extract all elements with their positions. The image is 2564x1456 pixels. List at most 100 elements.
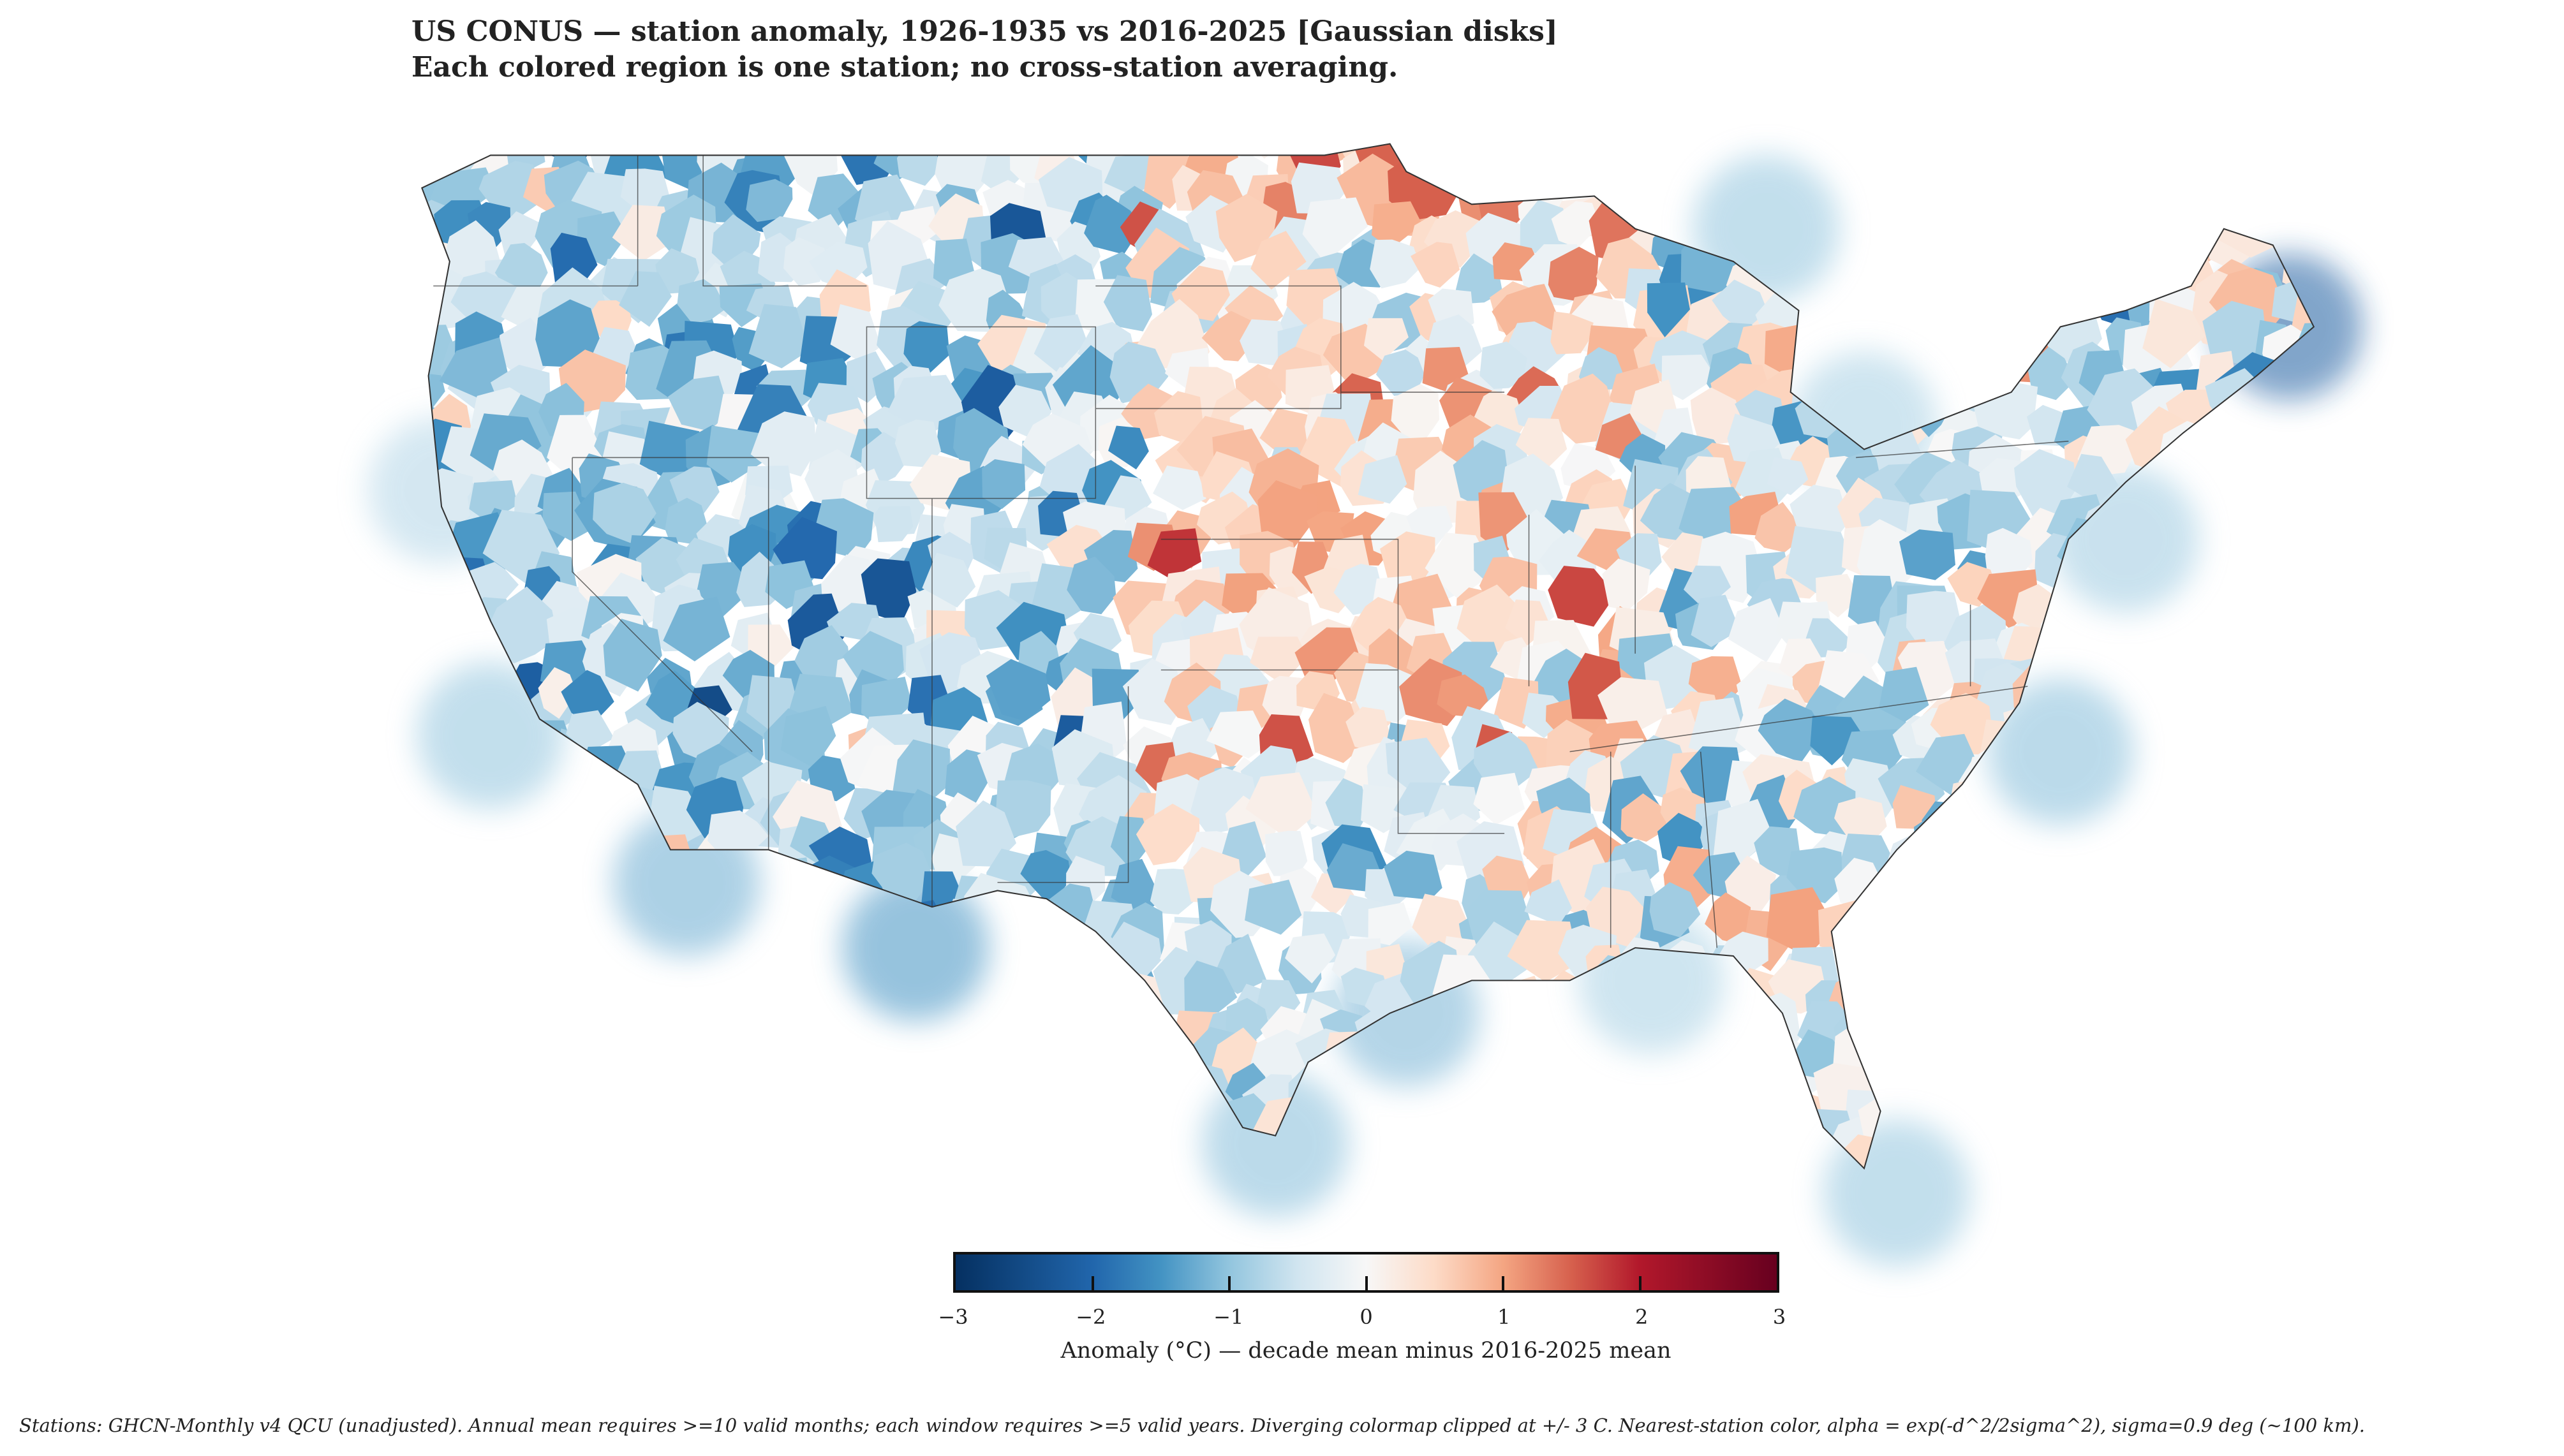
station-cell	[729, 1006, 787, 1056]
state-border	[572, 457, 769, 850]
station-cell	[469, 955, 519, 1020]
station-cell	[607, 971, 676, 1040]
station-cell	[1286, 268, 1345, 333]
station-cell	[923, 1023, 979, 1077]
station-cell	[1990, 1058, 2055, 1128]
station-cell	[2265, 763, 2313, 804]
station-cell	[2260, 530, 2314, 583]
station-cell	[556, 1151, 612, 1169]
station-cell	[902, 1070, 967, 1140]
station-cell	[744, 923, 818, 1002]
state-border	[572, 457, 753, 753]
station-cell	[422, 950, 452, 1012]
station-cell	[2070, 151, 2122, 203]
station-cell	[1949, 143, 2006, 187]
station-cell	[1702, 1047, 1754, 1108]
station-cell	[760, 1098, 819, 1169]
station-cell	[2214, 143, 2270, 164]
station-cell	[1474, 732, 1539, 791]
station-cell	[2092, 1140, 2165, 1169]
station-cell	[2194, 483, 2245, 548]
station-cell	[441, 1011, 485, 1048]
station-cell	[512, 1112, 567, 1169]
station-cell	[2189, 1106, 2239, 1151]
station-cell	[512, 962, 579, 1026]
station-cell	[1510, 1159, 1564, 1169]
station-cell	[1913, 1015, 1965, 1061]
station-cell	[1985, 281, 2045, 339]
station-cell	[1910, 925, 1964, 987]
station-cell	[2010, 143, 2082, 191]
station-cell	[427, 1019, 503, 1092]
station-cell	[1122, 658, 1183, 725]
station-cell	[1705, 892, 1751, 944]
station-cell	[1148, 1057, 1214, 1114]
station-cell	[1871, 143, 1933, 174]
station-cell	[2292, 751, 2314, 807]
station-cell	[1866, 298, 1919, 350]
station-cell	[1442, 1191, 1489, 1249]
station-cell	[1443, 1072, 1506, 1128]
station-cell	[1885, 833, 1938, 885]
station-cell	[1646, 143, 1699, 189]
station-cell	[1569, 1080, 1617, 1126]
station-cell	[979, 1138, 1026, 1169]
station-cell	[2170, 923, 2227, 973]
station-cell	[2029, 899, 2083, 957]
station-cell	[2010, 1195, 2079, 1263]
station-cell	[1462, 1094, 1514, 1138]
station-cell	[840, 1091, 886, 1137]
station-cell	[2057, 200, 2107, 257]
station-cell	[2036, 181, 2096, 242]
station-cell	[2222, 1178, 2304, 1246]
station-cell	[1918, 143, 1978, 193]
station-cell	[992, 896, 1051, 950]
station-cell	[1945, 979, 2000, 1040]
station-cell	[707, 143, 758, 154]
station-cell	[2230, 1113, 2283, 1168]
station-cell	[1950, 1095, 2008, 1148]
station-cell	[573, 990, 631, 1050]
station-cell	[1524, 879, 1572, 926]
station-cell	[830, 304, 882, 362]
station-cell	[763, 1132, 820, 1169]
station-cell	[2192, 927, 2253, 993]
station-cell	[422, 833, 438, 878]
station-cell	[462, 831, 519, 892]
station-cell	[2038, 990, 2101, 1048]
station-cell	[507, 1057, 554, 1103]
station-cell	[508, 798, 551, 846]
station-cell	[430, 1126, 488, 1169]
station-cell	[2116, 143, 2168, 165]
station-cell	[2248, 143, 2314, 149]
station-cell	[2212, 471, 2253, 520]
station-cell	[1076, 1179, 1136, 1228]
station-cell	[681, 1140, 737, 1169]
station-cell	[1265, 830, 1308, 876]
station-cell	[1934, 1042, 1983, 1099]
station-cell	[2116, 1161, 2180, 1169]
station-cell	[2216, 448, 2289, 515]
station-cell	[2295, 964, 2314, 1031]
station-cell	[1421, 143, 1469, 149]
station-cell	[2241, 697, 2307, 767]
station-cell	[2196, 997, 2260, 1061]
station-cell	[470, 413, 542, 478]
station-cell	[1030, 1094, 1099, 1147]
station-cell	[1857, 918, 1908, 972]
station-cell	[1084, 195, 1142, 254]
station-cell	[1111, 858, 1162, 916]
station-cell	[951, 1128, 1002, 1169]
station-cell	[783, 237, 827, 286]
station-cell	[875, 1013, 914, 1063]
station-cell	[2230, 1089, 2286, 1149]
station-cell	[1603, 1200, 1656, 1250]
station-cell	[701, 952, 775, 1026]
station-cell	[2112, 637, 2177, 710]
station-cell	[1617, 143, 1675, 149]
station-cell	[2215, 637, 2276, 698]
station-cell	[1794, 143, 1853, 155]
station-cell	[1184, 960, 1238, 1013]
station-cell	[658, 1009, 708, 1061]
station-cell	[450, 271, 519, 327]
